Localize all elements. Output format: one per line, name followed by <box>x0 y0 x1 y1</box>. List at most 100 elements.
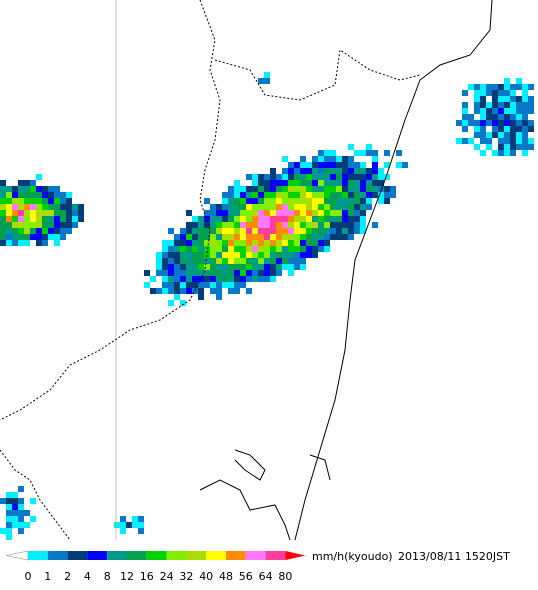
rain-cell <box>282 156 288 162</box>
rain-cell <box>306 180 312 186</box>
rain-cell <box>312 192 318 198</box>
rain-cell <box>336 156 342 162</box>
rain-cell <box>144 270 150 276</box>
rain-cell <box>18 192 24 198</box>
rain-cell <box>270 168 276 174</box>
rain-cell <box>180 234 186 240</box>
rain-cell <box>300 210 306 216</box>
rain-cell <box>264 72 270 78</box>
rain-cell <box>222 246 228 252</box>
rain-cell <box>252 210 258 216</box>
rain-cell <box>282 222 288 228</box>
rain-cell <box>150 288 156 294</box>
rain-cell <box>288 210 294 216</box>
rain-cell <box>234 270 240 276</box>
rain-cell <box>210 264 216 270</box>
rain-cell <box>318 240 324 246</box>
rain-cell <box>252 258 258 264</box>
rain-cell <box>288 264 294 270</box>
rain-cell <box>222 204 228 210</box>
rain-cell <box>522 132 528 138</box>
rain-cell <box>216 282 222 288</box>
rain-cell <box>306 216 312 222</box>
rain-cell <box>348 222 354 228</box>
rain-cell <box>258 276 264 282</box>
rain-cell <box>282 252 288 258</box>
rain-cell <box>258 78 264 84</box>
rain-cell <box>474 132 480 138</box>
rain-cell <box>30 192 36 198</box>
rain-cell <box>480 114 486 120</box>
rain-cell <box>324 162 330 168</box>
rain-cell <box>306 228 312 234</box>
rain-cell <box>234 258 240 264</box>
prefecture-border <box>214 49 421 101</box>
rain-cell <box>372 192 378 198</box>
rain-cell <box>348 174 354 180</box>
rain-cell <box>282 192 288 198</box>
rain-cell <box>492 108 498 114</box>
rain-cell <box>246 270 252 276</box>
rain-cell <box>60 192 66 198</box>
rain-cell <box>18 522 24 528</box>
rain-cell <box>42 210 48 216</box>
rain-cell <box>204 264 210 270</box>
rain-cell <box>234 246 240 252</box>
rain-cell <box>360 174 366 180</box>
rain-cell <box>234 210 240 216</box>
rain-cell <box>210 252 216 258</box>
rain-cell <box>336 198 342 204</box>
rain-cell <box>138 528 144 534</box>
rain-cell <box>18 504 24 510</box>
rain-cell <box>360 168 366 174</box>
rain-cell <box>174 282 180 288</box>
rain-cell <box>300 228 306 234</box>
rain-cell <box>480 150 486 156</box>
rain-cell <box>516 96 522 102</box>
rain-cell <box>156 288 162 294</box>
rain-cell <box>24 216 30 222</box>
rain-cell <box>312 246 318 252</box>
rain-cell <box>12 198 18 204</box>
rain-cell <box>294 198 300 204</box>
rain-cell <box>18 510 24 516</box>
rain-cell <box>42 222 48 228</box>
rain-cell <box>396 150 402 156</box>
rain-cell <box>288 252 294 258</box>
rain-cell <box>300 246 306 252</box>
rain-cell <box>486 120 492 126</box>
rain-cell <box>300 216 306 222</box>
rain-cell <box>54 234 60 240</box>
rain-cell <box>270 240 276 246</box>
rain-cell <box>360 186 366 192</box>
rain-cell <box>360 180 366 186</box>
rain-cell <box>204 198 210 204</box>
rain-cell <box>306 204 312 210</box>
rain-cell <box>168 300 174 306</box>
rain-cell <box>372 186 378 192</box>
legend-level: 2 <box>64 570 71 583</box>
rain-cell <box>318 210 324 216</box>
rain-cell <box>186 264 192 270</box>
lake-shore <box>234 449 266 481</box>
rain-cell <box>210 288 216 294</box>
rain-cell <box>276 192 282 198</box>
rain-cell <box>240 252 246 258</box>
rain-cell <box>348 204 354 210</box>
rain-cell <box>360 228 366 234</box>
rain-cell <box>18 204 24 210</box>
rain-cell <box>366 198 372 204</box>
rain-cell <box>252 234 258 240</box>
rain-cell <box>192 270 198 276</box>
rain-cell <box>216 240 222 246</box>
rain-cell <box>330 234 336 240</box>
rain-cell <box>246 276 252 282</box>
rain-cell <box>276 258 282 264</box>
rain-cell <box>282 258 288 264</box>
rain-cell <box>204 258 210 264</box>
rain-cell <box>258 204 264 210</box>
rain-cell <box>198 240 204 246</box>
rain-cell <box>282 168 288 174</box>
rain-cell <box>6 216 12 222</box>
